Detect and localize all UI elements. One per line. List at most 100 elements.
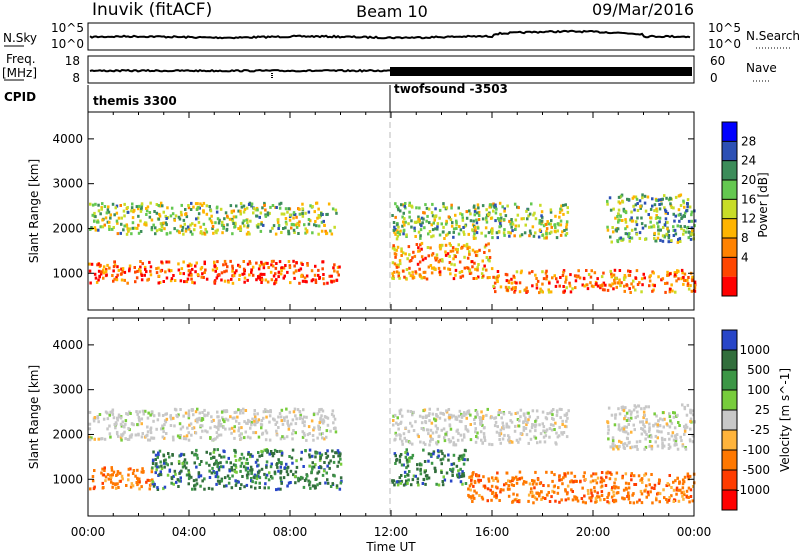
echo-cell (136, 476, 139, 480)
echo-cell (526, 289, 529, 293)
echo-cell (172, 416, 175, 420)
echo-cell (679, 224, 682, 228)
echo-cell (474, 440, 478, 444)
echo-cell (258, 469, 261, 473)
echo-cell (574, 286, 577, 290)
echo-cell (213, 437, 216, 441)
echo-cell (658, 220, 661, 224)
echo-cell (573, 274, 577, 278)
echo-cell (281, 422, 285, 426)
echo-cell (160, 228, 163, 232)
echo-cell (403, 217, 406, 221)
echo-cell (145, 480, 148, 484)
echo-cell (164, 221, 168, 225)
echo-cell (159, 269, 163, 273)
echo-cell (211, 225, 215, 228)
echo-cell (670, 283, 673, 287)
echo-cell (520, 476, 524, 480)
echo-cell (642, 410, 646, 414)
echo-cell (442, 475, 445, 479)
echo-cell (111, 485, 114, 489)
echo-cell (212, 418, 215, 422)
echo-cell (691, 499, 694, 503)
echo-cell (492, 204, 496, 208)
echo-cell (276, 465, 279, 469)
echo-cell (233, 225, 236, 229)
echo-cell (441, 483, 445, 487)
echo-cell (531, 494, 534, 498)
echo-cell (205, 212, 209, 216)
echo-cell (650, 435, 653, 439)
echo-cell (546, 220, 549, 224)
echo-cell (103, 466, 106, 470)
echo-cell (332, 266, 335, 270)
echo-cell (678, 480, 681, 484)
echo-cell (634, 416, 637, 420)
echo-cell (657, 430, 661, 434)
echo-cell (250, 471, 253, 475)
echo-cell (494, 219, 497, 223)
echo-cell (691, 278, 695, 282)
echo-cell (178, 422, 182, 426)
echo-cell (423, 460, 427, 463)
echo-cell (245, 218, 248, 222)
colorbar-tick-label: 25 (755, 403, 770, 417)
echo-cell (459, 433, 463, 437)
echo-cell (212, 450, 216, 454)
echo-cell (311, 465, 314, 469)
echo-cell (661, 443, 664, 447)
echo-cell (248, 420, 251, 424)
echo-cell (580, 497, 584, 500)
echo-cell (277, 275, 280, 279)
echo-cell (234, 459, 238, 462)
echo-cell (640, 277, 644, 281)
echo-cell (326, 478, 329, 482)
echo-cell (468, 475, 471, 479)
echo-cell (181, 462, 184, 466)
echo-cell (411, 442, 414, 446)
sky-noise-line (89, 29, 691, 40)
echo-cell (499, 221, 502, 225)
echo-cell (503, 433, 506, 437)
echo-cell (410, 456, 414, 460)
echo-cell (94, 215, 97, 219)
echo-cell (465, 242, 469, 246)
echo-cell (211, 268, 215, 272)
echo-cell (496, 471, 499, 475)
echo-cell (443, 237, 446, 240)
echo-cell (169, 214, 173, 218)
echo-cell (255, 214, 258, 218)
echo-cell (255, 278, 258, 282)
echo-cell (615, 471, 619, 475)
echo-cell (174, 472, 177, 476)
velocity-colorbar-label: Velocity [m s^-1] (778, 368, 792, 472)
echo-cell (109, 410, 112, 414)
echo-cell (332, 460, 336, 464)
echo-cell (676, 269, 679, 273)
echo-cell (402, 228, 406, 232)
echo-cell (185, 461, 189, 465)
echo-cell (93, 469, 96, 472)
echo-cell (392, 414, 395, 418)
echo-cell (559, 276, 562, 279)
echo-cell (690, 210, 694, 214)
echo-cell (490, 443, 494, 447)
echo-cell (319, 457, 322, 460)
echo-cell (663, 206, 666, 210)
echo-cell (558, 500, 561, 504)
echo-cell (106, 208, 110, 212)
echo-cell (330, 232, 334, 236)
echo-cell (625, 430, 628, 434)
echo-cell (438, 216, 441, 220)
echo-cell (253, 419, 256, 423)
echo-cell (458, 225, 461, 228)
echo-cell (188, 227, 191, 231)
echo-cell (508, 219, 511, 223)
echo-cell (141, 467, 144, 471)
freq-line (89, 68, 390, 73)
echo-cell (289, 281, 292, 285)
echo-cell (111, 274, 114, 277)
echo-cell (288, 266, 292, 269)
echo-cell (279, 471, 282, 475)
echo-cell (299, 416, 302, 419)
